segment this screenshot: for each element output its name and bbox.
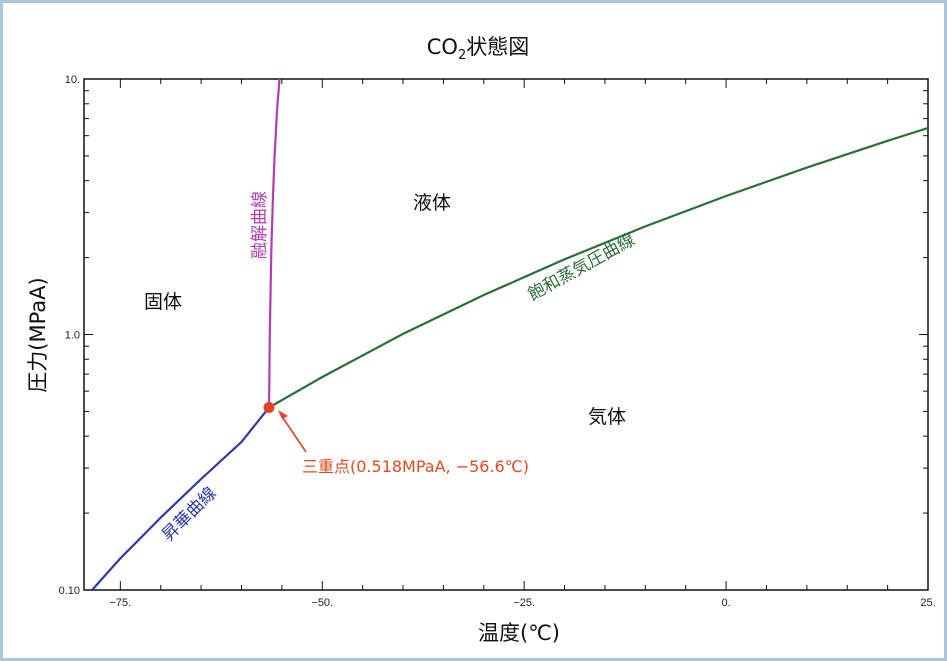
axis-ticks	[84, 78, 929, 591]
x-axis-label: 温度(℃)	[478, 621, 560, 645]
phase-curves	[91, 78, 929, 591]
triple-point-arrowhead	[278, 410, 288, 419]
y-tick-label: 1.0	[65, 330, 80, 342]
x-tick-label: −75.	[109, 597, 131, 609]
y-tick-label: 0.10	[59, 585, 80, 597]
region-label-solid: 固体	[144, 291, 182, 313]
y-axis-label: 圧力(MPaA)	[26, 277, 50, 392]
melting-curve	[267, 78, 281, 408]
triple-point-arrow	[280, 414, 307, 453]
axis-tick-labels: −75. −50. −25. 0. 25. 10. 1.0 0.10	[59, 74, 936, 609]
x-tick-label: −50.	[311, 597, 333, 609]
x-tick-label: −25.	[513, 597, 535, 609]
chart-title-subscript: 2	[458, 48, 466, 63]
sublimation-curve	[91, 406, 270, 591]
plot-area	[83, 78, 929, 591]
chart-title: CO2状態図	[427, 35, 529, 63]
chart-title-main: CO	[427, 35, 458, 59]
melting-curve-label: 融解曲線	[250, 191, 270, 259]
triple-point-marker	[263, 401, 275, 413]
vapor-pressure-curve-label: 飽和蒸気圧曲線	[525, 230, 639, 305]
sublimation-curve-label: 昇華曲線	[158, 483, 220, 545]
triple-point-annotation: 三重点(0.518MPaA, −56.6℃)	[278, 410, 529, 476]
saturated-vapor-pressure-curve	[268, 126, 929, 409]
triple-point-label: 三重点(0.518MPaA, −56.6℃)	[302, 457, 529, 476]
x-tick-label: 25.	[920, 597, 935, 609]
region-label-gas: 気体	[588, 406, 626, 428]
x-tick-label: 0.	[721, 597, 730, 609]
y-tick-label: 10.	[65, 74, 80, 86]
chart-title-rest: 状態図	[466, 35, 529, 59]
region-label-liquid: 液体	[413, 192, 451, 214]
